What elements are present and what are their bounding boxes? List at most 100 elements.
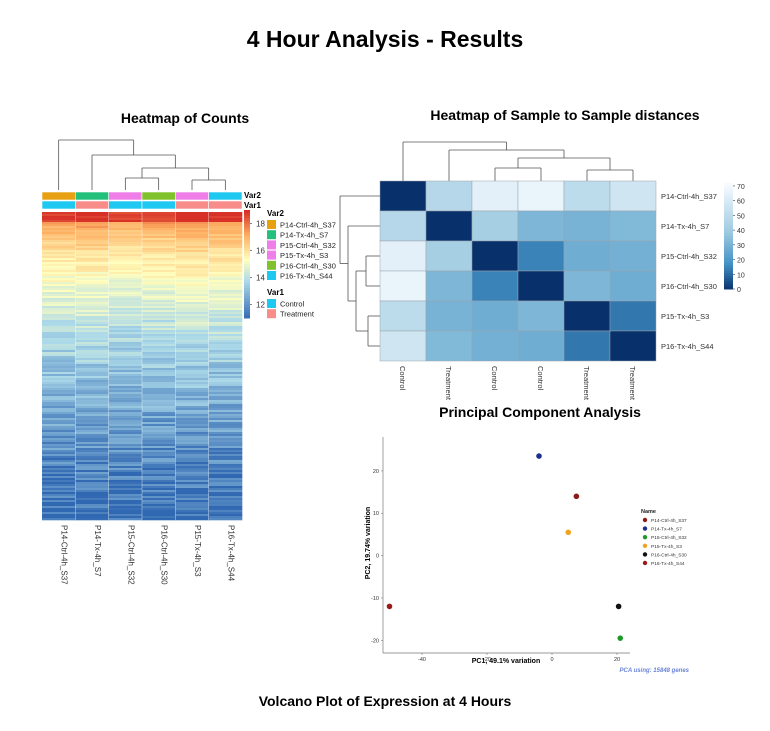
distance-cell: [425, 210, 473, 242]
pca-x-tick-label: 0: [550, 657, 553, 663]
heatmap-cell: [208, 432, 243, 435]
heatmap-cell: [108, 434, 143, 437]
heatmap-cell: [208, 304, 243, 307]
heatmap-cell: [142, 400, 176, 403]
scale-swatch: [244, 220, 250, 224]
heatmap-cell: [75, 328, 109, 331]
heatmap-cell: [175, 332, 209, 335]
heatmap-cell: [142, 438, 176, 441]
scale-swatch: [724, 249, 733, 253]
heatmap-cell: [42, 272, 76, 275]
heatmap-cell: [175, 346, 209, 349]
heatmap-cell: [142, 486, 176, 489]
heatmap-cell: [75, 246, 109, 249]
heatmap-cell: [208, 252, 243, 255]
heatmap-cell: [42, 438, 76, 441]
heatmap-cell: [108, 436, 143, 439]
heatmap-cell: [208, 266, 243, 269]
scale-swatch: [244, 282, 250, 287]
scale-swatch: [244, 307, 250, 311]
heatmap-cell: [108, 508, 143, 511]
pca-point: [536, 453, 542, 459]
heatmap-cell: [42, 402, 76, 405]
heatmap-cell: [108, 396, 143, 399]
heatmap-cell: [75, 244, 109, 247]
legend-label: P14-Ctrl-4h_S37: [280, 221, 336, 230]
heatmap-cell: [142, 300, 176, 303]
heatmap-cell: [142, 346, 176, 349]
heatmap-cell: [142, 508, 176, 511]
heatmap-cell: [75, 212, 109, 215]
heatmap-cell: [142, 334, 176, 337]
heatmap-cell: [175, 300, 209, 303]
heatmap-cell: [175, 348, 209, 351]
heatmap-cell: [175, 498, 209, 501]
scale-swatch: [724, 212, 733, 216]
heatmap-cell: [75, 496, 109, 499]
heatmap-cell: [75, 218, 109, 221]
heatmap-cell: [142, 224, 176, 227]
heatmap-cell: [75, 276, 109, 279]
heatmap-cell: [208, 294, 243, 297]
heatmap-cell: [75, 512, 109, 515]
heatmap-cell: [142, 270, 176, 273]
scale-swatch: [724, 185, 733, 189]
scale-swatch: [724, 214, 733, 218]
heatmap-cell: [208, 280, 243, 283]
heatmap-cell: [75, 472, 109, 475]
heatmap-cell: [42, 398, 76, 401]
heatmap-cell: [175, 368, 209, 371]
heatmap-cell: [75, 256, 109, 259]
heatmap-cell: [108, 352, 143, 355]
heatmap-cell: [142, 436, 176, 439]
heatmap-cell: [75, 400, 109, 403]
heatmap-cell: [142, 466, 176, 469]
heatmap-cell: [142, 422, 176, 425]
distance-cell: [379, 240, 427, 272]
scale-swatch: [724, 241, 733, 245]
heatmap-cell: [208, 428, 243, 431]
heatmap-cell: [208, 510, 243, 513]
heatmap-cell: [75, 278, 109, 281]
heatmap-cell: [108, 494, 143, 497]
heatmap-cell: [42, 518, 76, 521]
heatmap-cell: [75, 242, 109, 245]
heatmap-cell: [175, 442, 209, 445]
heatmap-cell: [175, 326, 209, 329]
heatmap-cell: [208, 300, 243, 303]
heatmap-cell: [142, 220, 176, 223]
heatmap-cell: [108, 496, 143, 499]
scale-swatch: [724, 198, 733, 203]
distance-row-label: P15-Tx-4h_S3: [661, 312, 709, 321]
distance-cell: [609, 300, 657, 332]
heatmap-cell: [75, 308, 109, 311]
distance-cell: [563, 240, 611, 272]
heatmap-cell: [108, 410, 143, 413]
heatmap-cell: [75, 226, 109, 229]
heatmap-cell: [42, 282, 76, 285]
heatmap-cell: [208, 344, 243, 347]
heatmap-cell: [175, 374, 209, 377]
heatmap-cell: [108, 280, 143, 283]
heatmap-cell: [208, 400, 243, 403]
heatmap-cell: [208, 238, 243, 241]
heatmap-cell: [175, 428, 209, 431]
heatmap-cell: [75, 298, 109, 301]
heatmap-cell: [75, 516, 109, 519]
heatmap-cell: [75, 518, 109, 521]
scale-swatch: [724, 201, 733, 205]
heatmap-cell: [75, 310, 109, 313]
pca-y-tick-label: 10: [373, 511, 379, 517]
heatmap-cell: [108, 468, 143, 471]
heatmap-cell: [42, 338, 76, 341]
heatmap-cell: [75, 462, 109, 465]
heatmap-cell: [108, 218, 143, 221]
heatmap-cell: [175, 466, 209, 469]
heatmap-cell: [42, 228, 76, 231]
scale-swatch: [724, 217, 733, 221]
heatmap-cell: [175, 218, 209, 221]
heatmap-cell: [108, 272, 143, 275]
heatmap-cell: [42, 414, 76, 417]
heatmap-cell: [75, 292, 109, 295]
heatmap-cell: [208, 310, 243, 313]
